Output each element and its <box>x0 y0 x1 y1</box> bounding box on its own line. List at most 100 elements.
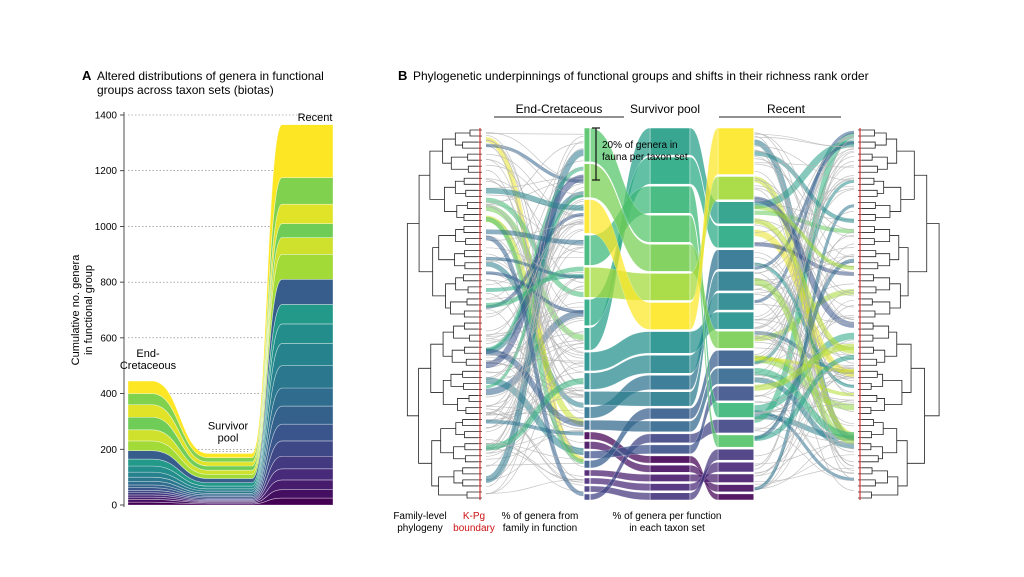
branch <box>896 150 915 200</box>
phylogeny-right <box>858 129 940 499</box>
node-group-2 <box>649 464 691 473</box>
link-left <box>485 266 585 308</box>
branch <box>464 431 478 439</box>
footer-function-pct-line2: in each taxon set <box>629 523 705 534</box>
link-right <box>753 367 855 490</box>
branch <box>455 229 466 243</box>
branch <box>889 235 900 261</box>
branch <box>862 479 876 487</box>
branch <box>418 367 432 464</box>
link-left <box>485 378 585 451</box>
node-group-3 <box>717 473 755 483</box>
branch <box>465 407 478 414</box>
branch <box>862 467 873 475</box>
branch <box>462 479 478 487</box>
node-group-17 <box>649 214 691 243</box>
branch <box>456 205 468 218</box>
node-group-4 <box>583 477 591 485</box>
node-group-7 <box>583 450 591 459</box>
branch <box>862 250 877 258</box>
link-right <box>753 132 855 320</box>
node-group-14 <box>583 327 591 351</box>
branch <box>872 156 888 170</box>
link-right <box>753 355 855 442</box>
branch <box>442 138 456 164</box>
node-group-18 <box>583 163 591 198</box>
branch <box>468 395 478 402</box>
link-left <box>485 247 585 429</box>
branch <box>469 334 478 342</box>
branch <box>862 165 878 173</box>
branch <box>896 440 908 487</box>
flow-group-13 <box>589 331 651 372</box>
link-left <box>485 174 585 369</box>
node-group-1 <box>583 431 591 440</box>
branch <box>862 322 874 330</box>
link-left <box>485 177 585 189</box>
branch <box>862 334 874 342</box>
footer-family-pct-line1: % of genera from <box>502 511 579 522</box>
link-left <box>485 443 585 460</box>
header-end-cretaceous: End-Cretaceous <box>516 102 603 116</box>
link-right <box>753 188 855 274</box>
link-right <box>753 367 855 404</box>
node-group-3 <box>583 469 591 477</box>
node-group-9 <box>717 367 755 385</box>
branch <box>431 440 441 487</box>
branch <box>862 274 874 282</box>
link-right <box>753 234 855 388</box>
stage-label-1: End- <box>136 348 160 360</box>
branch <box>454 132 470 146</box>
footer-phylogeny-line1: Family-level <box>393 511 446 522</box>
link-right <box>753 255 855 294</box>
flow-group-11 <box>589 391 651 407</box>
node-group-11 <box>717 271 755 292</box>
link-right <box>753 293 855 378</box>
link-right <box>753 141 855 270</box>
panel-a: A Altered distributions of genera in fun… <box>70 68 334 512</box>
branch <box>463 226 478 233</box>
stage-label-1: Cretaceous <box>120 360 177 372</box>
branch <box>862 346 874 354</box>
node-group-10 <box>717 249 755 270</box>
link-right <box>753 219 855 277</box>
link-left <box>485 331 585 480</box>
branch <box>862 226 875 233</box>
flow-group-17 <box>589 127 651 243</box>
link-right <box>753 150 855 231</box>
link-right <box>753 283 855 321</box>
link-right <box>753 258 855 440</box>
node-group-4 <box>649 483 691 492</box>
branch <box>463 214 478 221</box>
y-tick-label-400: 400 <box>100 389 117 400</box>
link-right <box>753 139 855 470</box>
link-left <box>485 142 585 205</box>
node-group-19 <box>649 273 691 301</box>
link-left <box>485 332 585 356</box>
link-left <box>485 229 585 245</box>
link-right <box>753 161 855 374</box>
branch <box>453 470 463 484</box>
family-function-links <box>485 130 855 497</box>
branch <box>872 470 888 484</box>
branch <box>862 238 875 246</box>
branch <box>862 129 875 137</box>
branch <box>464 262 478 270</box>
branch <box>444 186 457 212</box>
link-right <box>753 336 855 427</box>
link-right <box>753 372 855 474</box>
node-group-15 <box>717 225 755 249</box>
branch <box>873 277 891 291</box>
branch <box>883 186 902 212</box>
link-right <box>753 205 855 270</box>
node-group-18 <box>717 330 755 349</box>
branch <box>862 298 873 306</box>
branch <box>457 398 470 411</box>
branch <box>873 349 886 363</box>
branch <box>438 235 456 261</box>
link-right <box>753 156 855 358</box>
link-left <box>485 359 585 444</box>
node-group-16 <box>717 402 755 418</box>
branch <box>467 165 478 173</box>
footer-phylogeny-line2: phylogeny <box>397 523 443 534</box>
